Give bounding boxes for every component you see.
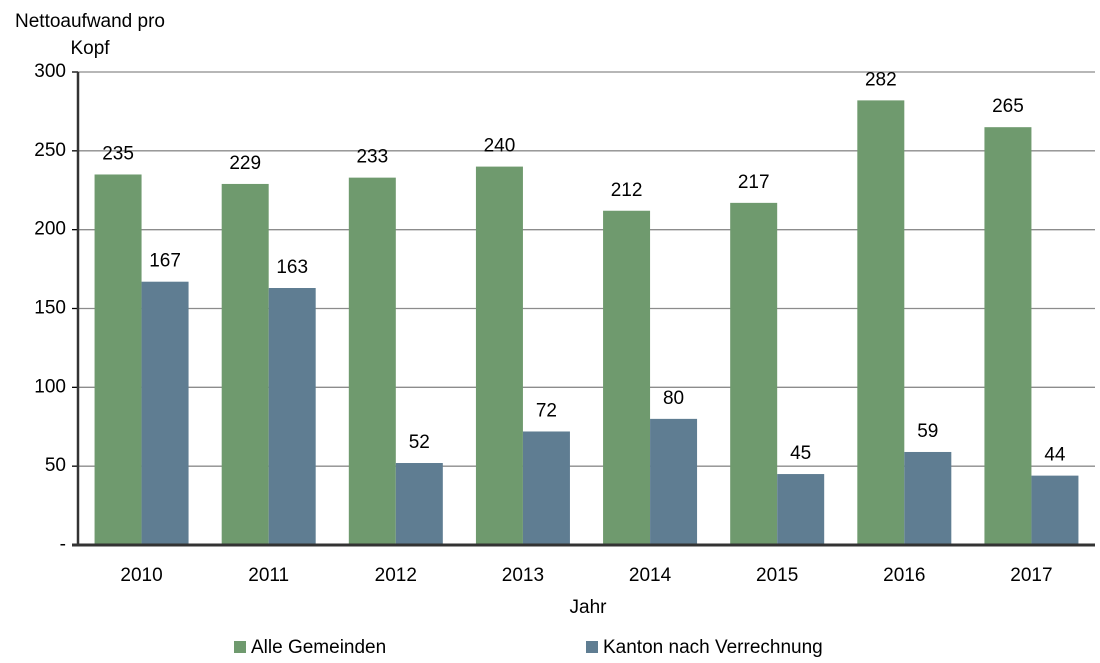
y-tick-label: 150 xyxy=(34,298,66,319)
data-label: 240 xyxy=(484,136,516,157)
bar xyxy=(395,463,443,545)
bar xyxy=(1031,475,1079,545)
data-label: 45 xyxy=(790,443,811,464)
bar xyxy=(857,100,905,545)
bar xyxy=(94,174,142,545)
bar xyxy=(268,288,316,545)
data-label: 265 xyxy=(992,96,1024,117)
legend-swatch xyxy=(234,641,246,653)
legend-label: Alle Gemeinden xyxy=(251,637,386,658)
data-label: 44 xyxy=(1044,445,1066,466)
bar xyxy=(603,210,651,545)
data-label: 235 xyxy=(102,143,134,164)
data-label: 80 xyxy=(663,388,684,409)
y-tick-label: 100 xyxy=(34,376,66,397)
data-label: 59 xyxy=(917,421,938,442)
bar xyxy=(141,281,189,545)
y-axis-label: Nettoaufwand pro Kopf xyxy=(15,11,165,59)
y-tick-label: 250 xyxy=(34,140,66,161)
data-label: 212 xyxy=(611,180,643,201)
x-tick-label: 2016 xyxy=(883,565,925,586)
y-tick-label: 50 xyxy=(45,455,66,476)
data-label: 72 xyxy=(536,400,557,421)
x-tick-label: 2015 xyxy=(756,565,798,586)
data-label: 233 xyxy=(356,147,388,168)
data-label: 163 xyxy=(276,257,308,278)
data-label: 282 xyxy=(865,69,897,90)
x-tick-label: 2017 xyxy=(1010,565,1052,586)
x-axis-label: Jahr xyxy=(570,597,608,618)
data-label: 52 xyxy=(409,432,430,453)
x-tick-label: 2014 xyxy=(629,565,672,586)
bar xyxy=(221,183,269,545)
data-label: 229 xyxy=(229,153,261,174)
bar xyxy=(650,418,698,545)
x-tick-label: 2012 xyxy=(375,565,417,586)
y-tick-label: 300 xyxy=(34,61,66,82)
legend-swatch xyxy=(586,641,598,653)
bar xyxy=(730,202,778,545)
bar xyxy=(984,127,1032,545)
data-label: 217 xyxy=(738,172,770,193)
bar xyxy=(522,431,570,545)
x-tick-label: 2011 xyxy=(248,565,289,586)
data-label: 167 xyxy=(149,251,181,272)
x-tick-label: 2013 xyxy=(502,565,544,586)
legend-label: Kanton nach Verrechnung xyxy=(603,637,823,658)
y-tick-label: - xyxy=(60,534,66,555)
bar xyxy=(777,474,825,545)
x-tick-label: 2010 xyxy=(120,565,162,586)
bar xyxy=(904,451,952,545)
y-tick-label: 200 xyxy=(34,219,66,240)
bar xyxy=(348,177,396,546)
bar xyxy=(475,166,523,545)
